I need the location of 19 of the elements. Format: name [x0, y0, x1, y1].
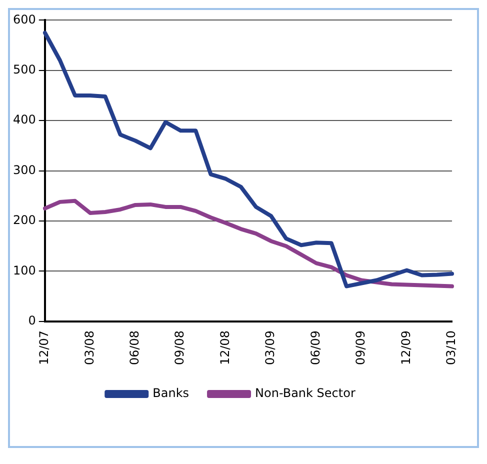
- y-tick-label: 0: [28, 314, 36, 328]
- y-tick-label: 600: [13, 12, 36, 26]
- legend-label: Banks: [152, 386, 190, 400]
- x-tick-label: 12/07: [37, 330, 52, 366]
- x-tick-label: 03/08: [82, 330, 96, 366]
- y-tick-label: 400: [13, 112, 36, 127]
- y-tick-label: 100: [13, 263, 36, 278]
- x-tick-label: 06/09: [308, 330, 322, 366]
- y-tick-label: 200: [13, 213, 36, 228]
- x-tick-label: 09/09: [354, 330, 368, 366]
- y-tick-label: 300: [13, 162, 36, 177]
- x-tick-label: 06/08: [127, 330, 142, 366]
- legend-label: Non-Bank Sector: [255, 386, 356, 400]
- x-tick-label: 03/10: [444, 330, 458, 366]
- x-tick-label: 09/08: [172, 330, 187, 366]
- x-tick-label: 12/09: [398, 330, 413, 366]
- y-tick-label: 500: [13, 62, 36, 77]
- x-tick-label: 03/09: [263, 330, 278, 366]
- x-tick-label: 12/08: [218, 330, 232, 366]
